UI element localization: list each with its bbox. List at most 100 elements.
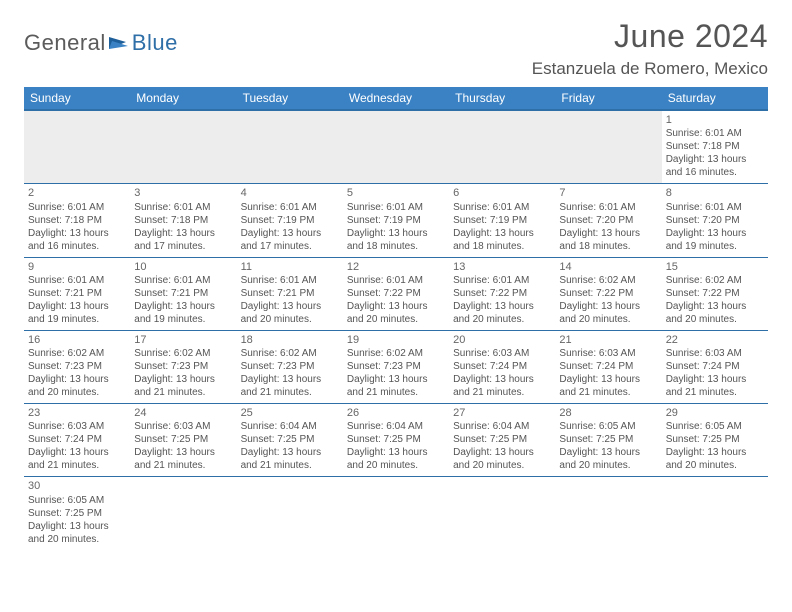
cell-day2: and 21 minutes. <box>453 386 551 399</box>
cell-day2: and 17 minutes. <box>134 240 232 253</box>
cell-sunset: Sunset: 7:25 PM <box>559 433 657 446</box>
cell-sunset: Sunset: 7:25 PM <box>134 433 232 446</box>
day-number: 28 <box>559 406 657 420</box>
cell-day2: and 20 minutes. <box>666 459 764 472</box>
cell-day1: Daylight: 13 hours <box>559 373 657 386</box>
cell-day2: and 21 minutes. <box>134 386 232 399</box>
cell-sunrise: Sunrise: 6:04 AM <box>347 420 445 433</box>
calendar-cell: 11Sunrise: 6:01 AMSunset: 7:21 PMDayligh… <box>237 257 343 330</box>
cell-sunrise: Sunrise: 6:01 AM <box>241 274 339 287</box>
cell-day1: Daylight: 13 hours <box>347 300 445 313</box>
cell-day2: and 21 minutes. <box>134 459 232 472</box>
cell-day1: Daylight: 13 hours <box>559 300 657 313</box>
flag-icon <box>108 35 130 51</box>
cell-sunset: Sunset: 7:21 PM <box>241 287 339 300</box>
cell-day2: and 20 minutes. <box>28 533 126 546</box>
cell-day2: and 18 minutes. <box>559 240 657 253</box>
cell-day2: and 17 minutes. <box>241 240 339 253</box>
cell-day2: and 20 minutes. <box>347 313 445 326</box>
day-header-row: SundayMondayTuesdayWednesdayThursdayFrid… <box>24 87 768 110</box>
logo: General Blue <box>24 18 178 56</box>
cell-sunrise: Sunrise: 6:01 AM <box>666 201 764 214</box>
calendar-cell: 19Sunrise: 6:02 AMSunset: 7:23 PMDayligh… <box>343 330 449 403</box>
cell-day2: and 20 minutes. <box>559 459 657 472</box>
day-number: 12 <box>347 260 445 274</box>
day-number: 16 <box>28 333 126 347</box>
calendar-table: SundayMondayTuesdayWednesdayThursdayFrid… <box>24 87 768 550</box>
cell-day1: Daylight: 13 hours <box>666 300 764 313</box>
day-number: 8 <box>666 186 764 200</box>
cell-sunset: Sunset: 7:24 PM <box>453 360 551 373</box>
calendar-cell <box>237 110 343 184</box>
cell-sunrise: Sunrise: 6:05 AM <box>559 420 657 433</box>
cell-sunrise: Sunrise: 6:01 AM <box>134 201 232 214</box>
calendar-cell: 27Sunrise: 6:04 AMSunset: 7:25 PMDayligh… <box>449 404 555 477</box>
calendar-cell <box>449 477 555 550</box>
day-number: 25 <box>241 406 339 420</box>
cell-day1: Daylight: 13 hours <box>347 373 445 386</box>
cell-day2: and 21 minutes. <box>666 386 764 399</box>
calendar-cell <box>555 477 661 550</box>
header: General Blue June 2024 Estanzuela de Rom… <box>24 18 768 79</box>
cell-sunset: Sunset: 7:21 PM <box>134 287 232 300</box>
cell-day1: Daylight: 13 hours <box>453 227 551 240</box>
day-number: 17 <box>134 333 232 347</box>
calendar-cell: 30Sunrise: 6:05 AMSunset: 7:25 PMDayligh… <box>24 477 130 550</box>
cell-sunset: Sunset: 7:20 PM <box>666 214 764 227</box>
cell-day1: Daylight: 13 hours <box>28 300 126 313</box>
calendar-cell: 6Sunrise: 6:01 AMSunset: 7:19 PMDaylight… <box>449 184 555 257</box>
calendar-cell: 5Sunrise: 6:01 AMSunset: 7:19 PMDaylight… <box>343 184 449 257</box>
calendar-cell: 12Sunrise: 6:01 AMSunset: 7:22 PMDayligh… <box>343 257 449 330</box>
calendar-cell: 14Sunrise: 6:02 AMSunset: 7:22 PMDayligh… <box>555 257 661 330</box>
calendar-cell: 2Sunrise: 6:01 AMSunset: 7:18 PMDaylight… <box>24 184 130 257</box>
cell-day1: Daylight: 13 hours <box>666 153 764 166</box>
cell-sunrise: Sunrise: 6:04 AM <box>453 420 551 433</box>
cell-sunset: Sunset: 7:22 PM <box>666 287 764 300</box>
cell-day1: Daylight: 13 hours <box>28 520 126 533</box>
logo-text-general: General <box>24 30 106 56</box>
cell-sunrise: Sunrise: 6:04 AM <box>241 420 339 433</box>
calendar-cell: 16Sunrise: 6:02 AMSunset: 7:23 PMDayligh… <box>24 330 130 403</box>
calendar-cell: 23Sunrise: 6:03 AMSunset: 7:24 PMDayligh… <box>24 404 130 477</box>
cell-day1: Daylight: 13 hours <box>453 300 551 313</box>
calendar-week: 9Sunrise: 6:01 AMSunset: 7:21 PMDaylight… <box>24 257 768 330</box>
day-number: 29 <box>666 406 764 420</box>
calendar-cell <box>343 110 449 184</box>
cell-day2: and 21 minutes. <box>28 459 126 472</box>
cell-sunset: Sunset: 7:25 PM <box>241 433 339 446</box>
cell-day1: Daylight: 13 hours <box>241 300 339 313</box>
cell-sunrise: Sunrise: 6:01 AM <box>666 127 764 140</box>
day-number: 24 <box>134 406 232 420</box>
cell-sunrise: Sunrise: 6:01 AM <box>347 274 445 287</box>
day-number: 7 <box>559 186 657 200</box>
cell-sunrise: Sunrise: 6:01 AM <box>559 201 657 214</box>
cell-sunset: Sunset: 7:24 PM <box>559 360 657 373</box>
cell-day2: and 19 minutes. <box>28 313 126 326</box>
calendar-cell: 24Sunrise: 6:03 AMSunset: 7:25 PMDayligh… <box>130 404 236 477</box>
calendar-cell <box>449 110 555 184</box>
day-header: Sunday <box>24 87 130 110</box>
cell-sunrise: Sunrise: 6:02 AM <box>241 347 339 360</box>
calendar-cell: 28Sunrise: 6:05 AMSunset: 7:25 PMDayligh… <box>555 404 661 477</box>
cell-day2: and 16 minutes. <box>28 240 126 253</box>
day-number: 18 <box>241 333 339 347</box>
day-header: Friday <box>555 87 661 110</box>
cell-sunrise: Sunrise: 6:02 AM <box>347 347 445 360</box>
cell-sunrise: Sunrise: 6:02 AM <box>134 347 232 360</box>
cell-sunset: Sunset: 7:22 PM <box>453 287 551 300</box>
calendar-cell: 4Sunrise: 6:01 AMSunset: 7:19 PMDaylight… <box>237 184 343 257</box>
calendar-week: 23Sunrise: 6:03 AMSunset: 7:24 PMDayligh… <box>24 404 768 477</box>
calendar-week: 16Sunrise: 6:02 AMSunset: 7:23 PMDayligh… <box>24 330 768 403</box>
cell-sunset: Sunset: 7:24 PM <box>28 433 126 446</box>
day-number: 14 <box>559 260 657 274</box>
day-header: Wednesday <box>343 87 449 110</box>
day-number: 30 <box>28 479 126 493</box>
calendar-cell <box>343 477 449 550</box>
calendar-cell: 29Sunrise: 6:05 AMSunset: 7:25 PMDayligh… <box>662 404 768 477</box>
calendar-cell: 17Sunrise: 6:02 AMSunset: 7:23 PMDayligh… <box>130 330 236 403</box>
cell-sunset: Sunset: 7:18 PM <box>666 140 764 153</box>
calendar-cell: 3Sunrise: 6:01 AMSunset: 7:18 PMDaylight… <box>130 184 236 257</box>
day-number: 22 <box>666 333 764 347</box>
cell-sunset: Sunset: 7:23 PM <box>347 360 445 373</box>
cell-sunrise: Sunrise: 6:05 AM <box>28 494 126 507</box>
